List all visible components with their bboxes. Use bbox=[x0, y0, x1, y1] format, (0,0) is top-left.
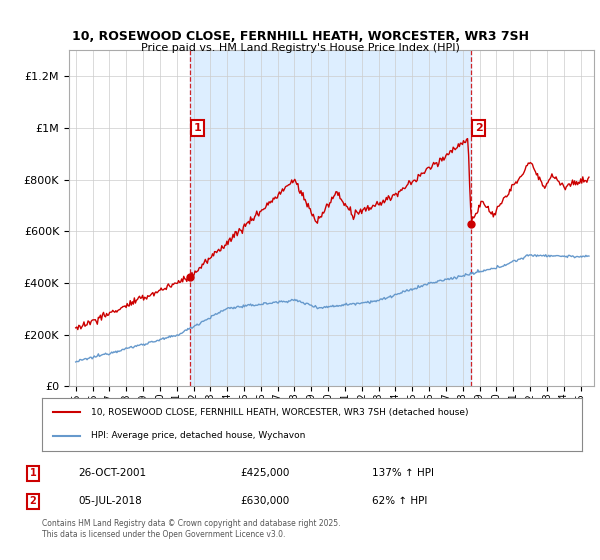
Text: 26-OCT-2001: 26-OCT-2001 bbox=[78, 468, 146, 478]
Text: 10, ROSEWOOD CLOSE, FERNHILL HEATH, WORCESTER, WR3 7SH: 10, ROSEWOOD CLOSE, FERNHILL HEATH, WORC… bbox=[71, 30, 529, 43]
Text: 1: 1 bbox=[29, 468, 37, 478]
Text: 1: 1 bbox=[194, 123, 202, 133]
Text: 62% ↑ HPI: 62% ↑ HPI bbox=[372, 496, 427, 506]
Text: 2: 2 bbox=[29, 496, 37, 506]
Text: £425,000: £425,000 bbox=[240, 468, 289, 478]
Text: Price paid vs. HM Land Registry's House Price Index (HPI): Price paid vs. HM Land Registry's House … bbox=[140, 43, 460, 53]
Text: £630,000: £630,000 bbox=[240, 496, 289, 506]
Text: 05-JUL-2018: 05-JUL-2018 bbox=[78, 496, 142, 506]
Text: 137% ↑ HPI: 137% ↑ HPI bbox=[372, 468, 434, 478]
Bar bbox=[190, 50, 472, 386]
Text: 2: 2 bbox=[475, 123, 482, 133]
Text: Contains HM Land Registry data © Crown copyright and database right 2025.
This d: Contains HM Land Registry data © Crown c… bbox=[42, 520, 341, 539]
Text: 10, ROSEWOOD CLOSE, FERNHILL HEATH, WORCESTER, WR3 7SH (detached house): 10, ROSEWOOD CLOSE, FERNHILL HEATH, WORC… bbox=[91, 408, 468, 417]
Text: HPI: Average price, detached house, Wychavon: HPI: Average price, detached house, Wych… bbox=[91, 431, 305, 440]
